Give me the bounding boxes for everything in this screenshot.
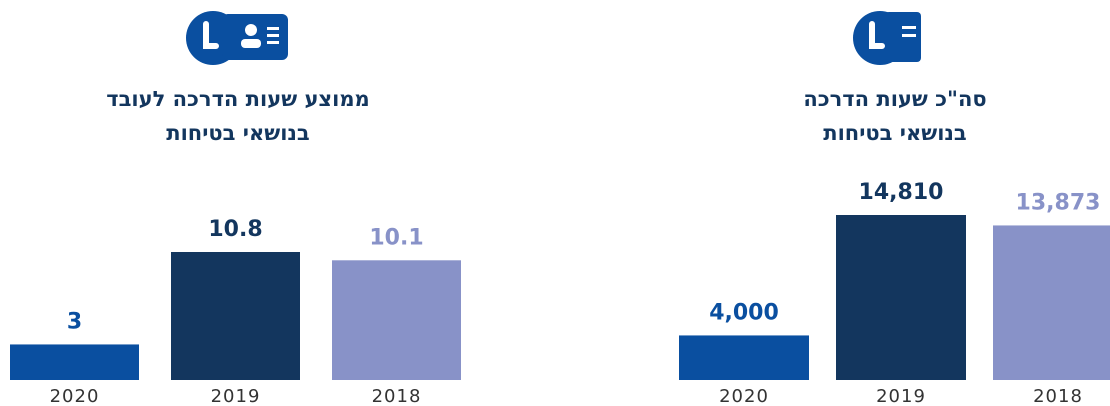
- bar: [171, 252, 300, 380]
- bar: [679, 335, 809, 380]
- icon-total: [853, 11, 921, 65]
- value-label: 10.1: [369, 225, 423, 250]
- value-label: 13,873: [1016, 190, 1101, 215]
- bar: [993, 225, 1110, 380]
- value-label: 3: [67, 309, 82, 334]
- x-tick-label: 2019: [211, 386, 261, 406]
- x-tick-label: 2020: [719, 386, 769, 406]
- value-label: 4,000: [709, 300, 779, 325]
- chart-title: בנושאי בטיחות: [166, 121, 309, 145]
- value-label: 14,810: [859, 180, 944, 205]
- value-label: 10.8: [208, 217, 262, 242]
- bar: [332, 260, 461, 380]
- x-tick-label: 2019: [876, 386, 926, 406]
- chart-title: בנושאי בטיחות: [823, 121, 966, 145]
- bar: [836, 215, 966, 380]
- chart-title: סה"כ שעות הדרכה: [803, 87, 986, 111]
- chart-title: ממוצע שעות הדרכה לעובד: [106, 87, 369, 111]
- bar: [10, 344, 139, 380]
- x-tick-label: 2018: [372, 386, 422, 406]
- x-tick-label: 2020: [50, 386, 100, 406]
- x-tick-label: 2018: [1033, 386, 1083, 406]
- icon-average: [186, 11, 288, 65]
